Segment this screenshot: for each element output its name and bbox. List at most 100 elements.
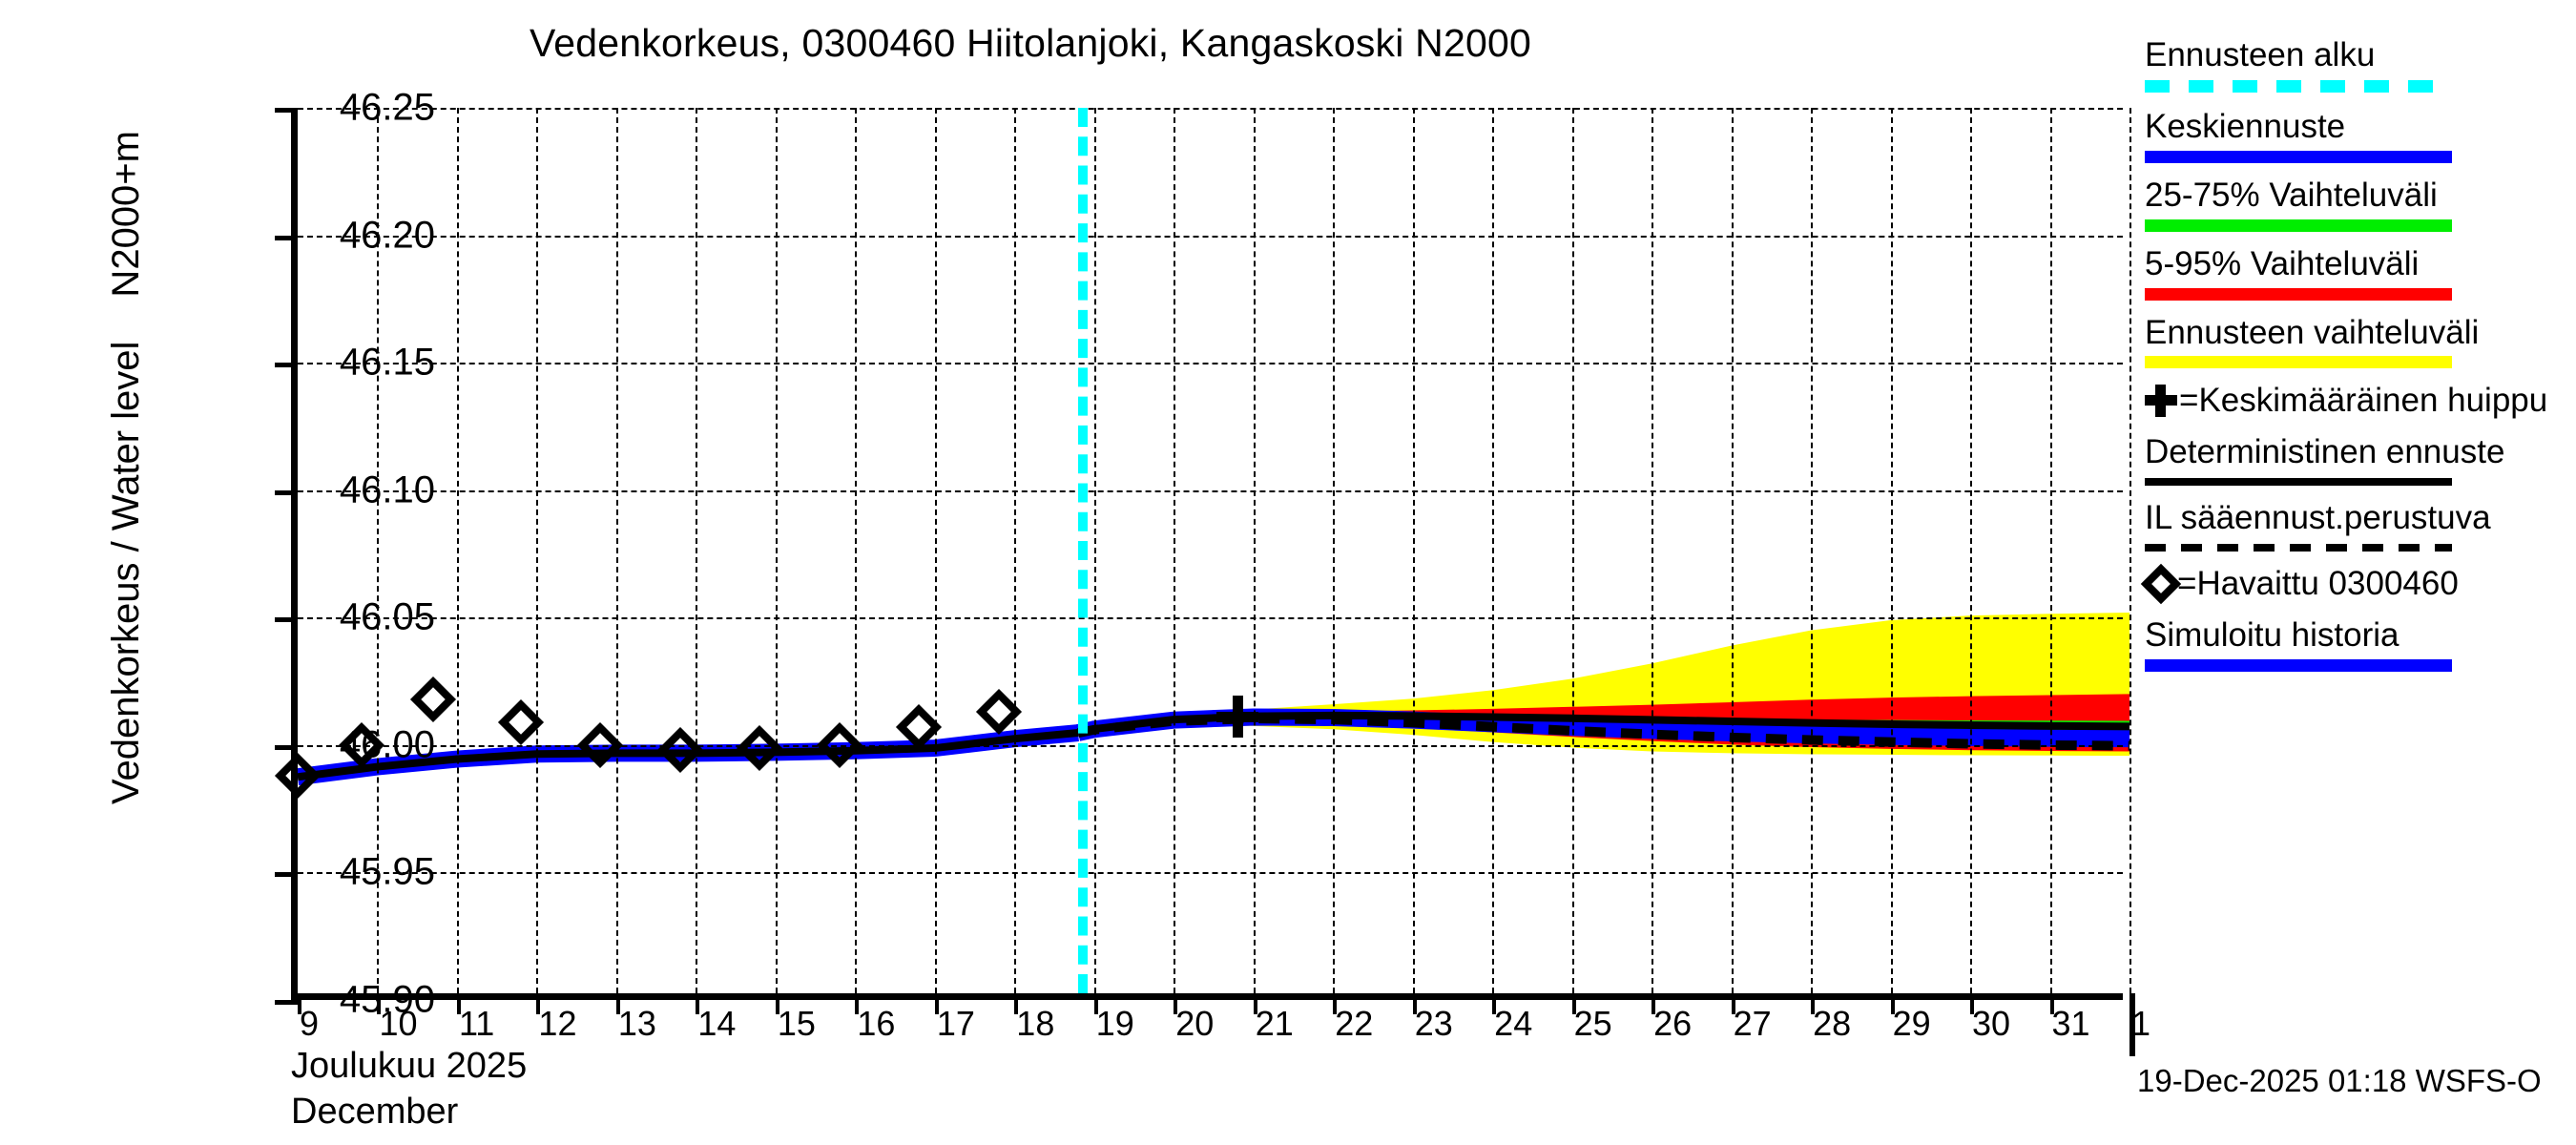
x-axis-tick-label: 14 (697, 1004, 737, 1043)
x-gridline (1492, 108, 1495, 993)
x-axis-tick (855, 993, 860, 1014)
x-axis-tick (298, 993, 301, 1014)
y-axis-label-unit: N2000+m (105, 131, 147, 298)
x-gridline (1253, 108, 1256, 993)
y-axis-tick-label: 46.15 (339, 341, 435, 384)
x-axis-tick (1492, 993, 1497, 1014)
x-axis-tick-label: 29 (1892, 1004, 1931, 1043)
y-axis-tick-label: 45.95 (339, 850, 435, 893)
x-gridline (1652, 108, 1654, 993)
diamond-icon (2140, 564, 2182, 605)
x-gridline (1093, 108, 1096, 993)
x-axis-tick (536, 993, 541, 1014)
x-axis-tick-label: 28 (1813, 1004, 1852, 1043)
x-gridline (1333, 108, 1336, 993)
legend-item-mean-peak: =Keskimääräinen huippu (2145, 382, 2576, 420)
x-axis-tick (2049, 993, 2054, 1014)
x-axis-tick (1253, 993, 1257, 1014)
legend-label-median: Keskiennuste (2145, 107, 2346, 145)
x-axis-caption-fi: Joulukuu 2025 (291, 1046, 528, 1086)
x-axis-tick (1652, 993, 1656, 1014)
y-axis-tick-label: 46.25 (339, 86, 435, 129)
legend-swatch-il-weather (2145, 544, 2452, 552)
x-axis-tick-label: 13 (617, 1004, 656, 1043)
forecast-start-line (1078, 108, 1089, 993)
x-axis-tick (456, 993, 461, 1014)
x-axis-tick (775, 993, 779, 1014)
x-axis-tick-label: 10 (379, 1004, 418, 1043)
y-gridline (298, 617, 2123, 620)
plot-area (274, 108, 2135, 1056)
legend-item-simulated-history: Simuloitu historia (2145, 616, 2576, 673)
legend-label-iqr: 25-75% Vaihteluväli (2145, 176, 2438, 214)
legend: Ennusteen alku Keskiennuste 25-75% Vaiht… (2140, 36, 2576, 685)
x-gridline (1731, 108, 1734, 993)
y-axis-tick-label: 45.90 (339, 978, 435, 1021)
x-axis-tick (1014, 993, 1019, 1014)
x-gridline (1571, 108, 1574, 993)
y-gridline (298, 744, 2123, 747)
x-gridline (1412, 108, 1415, 993)
y-gridline (298, 489, 2123, 492)
x-gridline (536, 108, 539, 993)
legend-item-iqr: 25-75% Vaihteluväli (2145, 177, 2576, 232)
footer-timestamp: 19-Dec-2025 01:18 WSFS-O (2137, 1063, 2542, 1098)
legend-item-observed: =Havaittu 0300460 (2140, 564, 2576, 605)
plus-icon (2145, 385, 2177, 418)
x-axis-tick (1174, 993, 1178, 1014)
legend-label-observed: =Havaittu 0300460 (2177, 565, 2459, 603)
x-axis-tick-label: 23 (1414, 1004, 1453, 1043)
x-axis-tick (1970, 993, 1975, 1014)
x-axis-tick-label: 19 (1095, 1004, 1134, 1043)
y-axis-tick (275, 108, 298, 113)
legend-item-full-range: Ennusteen vaihteluväli (2145, 314, 2576, 369)
x-gridline (1890, 108, 1893, 993)
legend-label-il-weather: IL sääennust.perustuva (2145, 499, 2491, 537)
page-title: Vedenkorkeus, 0300460 Hiitolanjoki, Kang… (530, 21, 1531, 65)
legend-swatch-simulated-history (2145, 659, 2452, 673)
x-axis-tick-label: 12 (538, 1004, 577, 1043)
y-axis-label-main: Vedenkorkeus / Water level (105, 341, 147, 804)
legend-label-forecast-start: Ennusteen alku (2145, 36, 2376, 73)
x-axis-tick-label: 17 (936, 1004, 975, 1043)
x-axis-tick (1811, 993, 1816, 1014)
x-axis-tick-label: 30 (1972, 1004, 2011, 1043)
y-axis-tick-label: 46.10 (339, 468, 435, 511)
plot-inner (274, 108, 2135, 1056)
x-axis-tick-label: 1 (2131, 1004, 2151, 1043)
x-axis-month-boundary (2129, 993, 2135, 1056)
y-axis-tick (275, 744, 298, 750)
x-axis-tick-label: 20 (1175, 1004, 1215, 1043)
y-gridline (298, 363, 2123, 365)
legend-swatch-forecast-start (2145, 79, 2452, 93)
line-deterministic-history (298, 733, 1078, 777)
x-axis-tick-label: 22 (1335, 1004, 1374, 1043)
x-axis-tick-label: 24 (1494, 1004, 1533, 1043)
line-il-weather-forecast (1078, 718, 2129, 746)
legend-label-full-range: Ennusteen vaihteluväli (2145, 313, 2480, 351)
x-axis-tick (1890, 993, 1895, 1014)
y-gridline (298, 872, 2123, 875)
x-axis-tick (615, 993, 620, 1014)
x-gridline (1014, 108, 1017, 993)
legend-label-mean-peak: =Keskimääräinen huippu (2179, 382, 2548, 420)
x-gridline (2049, 108, 2052, 993)
x-axis-tick (1571, 993, 1576, 1014)
y-axis-tick (275, 872, 298, 878)
x-axis-caption-en: December (291, 1092, 459, 1132)
x-axis-tick (1333, 993, 1338, 1014)
x-axis-tick (377, 993, 382, 1014)
x-gridline (1970, 108, 1973, 993)
x-axis-tick-label: 27 (1733, 1004, 1772, 1043)
x-gridline (2129, 108, 2131, 993)
y-axis-tick (275, 1000, 298, 1005)
x-axis-tick-label: 31 (2051, 1004, 2090, 1043)
legend-swatch-deterministic (2145, 478, 2452, 487)
x-gridline (615, 108, 618, 993)
y-axis-tick (275, 363, 298, 368)
legend-swatch-iqr (2145, 219, 2452, 232)
x-gridline (775, 108, 778, 993)
legend-swatch-full-range (2145, 356, 2452, 369)
x-gridline (377, 108, 380, 993)
